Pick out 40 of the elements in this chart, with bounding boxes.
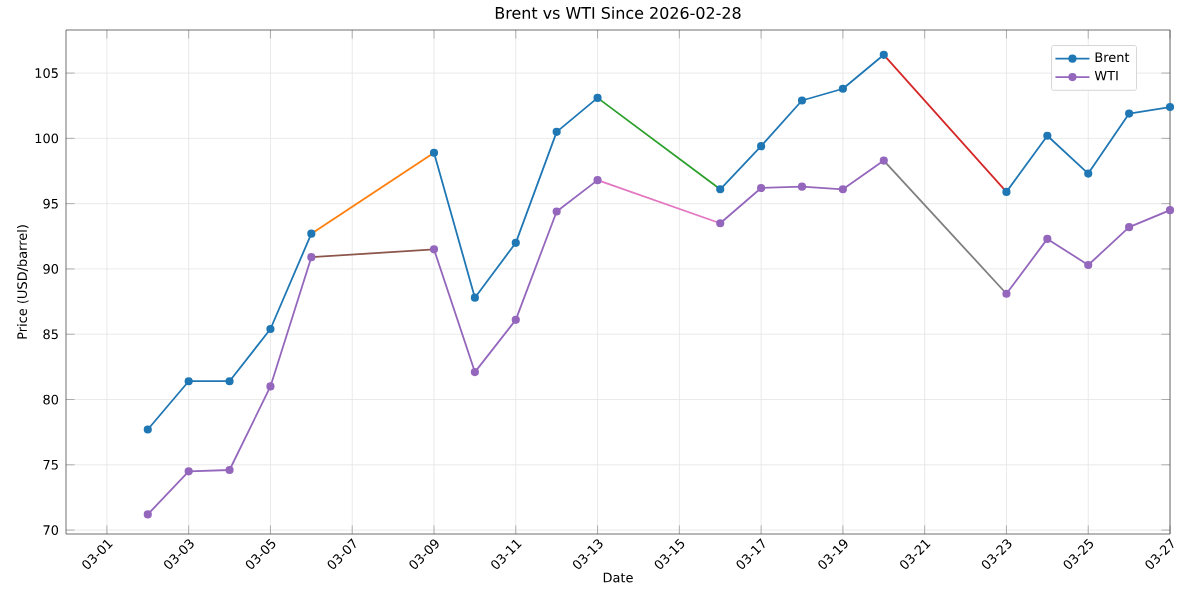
point: [143, 510, 152, 519]
point: [797, 96, 807, 105]
point: [511, 315, 520, 324]
point: [552, 127, 561, 136]
point: [879, 156, 888, 165]
point: [225, 465, 234, 475]
point: [593, 176, 602, 185]
point: [266, 324, 275, 334]
point: [1084, 260, 1093, 270]
point: [470, 293, 479, 302]
point: [757, 183, 766, 193]
point: [307, 253, 316, 262]
point: [429, 245, 439, 254]
point: [593, 93, 602, 102]
point: [307, 229, 316, 238]
point: [716, 185, 725, 194]
point: [184, 377, 193, 386]
point: [879, 50, 888, 59]
point: [429, 148, 439, 157]
point: [511, 238, 520, 247]
point: [552, 207, 561, 216]
point: [184, 467, 193, 476]
point: [143, 425, 152, 434]
point: [1125, 223, 1134, 232]
point: [1125, 109, 1134, 118]
point: [1043, 234, 1052, 243]
point: [838, 185, 847, 194]
point: [1002, 187, 1011, 196]
point: [266, 382, 275, 391]
point: [716, 219, 725, 228]
point: [1084, 169, 1093, 178]
point: [1165, 206, 1175, 215]
point: [470, 368, 479, 377]
point: [838, 84, 847, 93]
point: [1043, 131, 1052, 140]
point: [225, 377, 234, 386]
point: [1002, 289, 1011, 298]
point: [757, 142, 766, 151]
point: [1165, 102, 1175, 112]
point: [797, 182, 807, 191]
